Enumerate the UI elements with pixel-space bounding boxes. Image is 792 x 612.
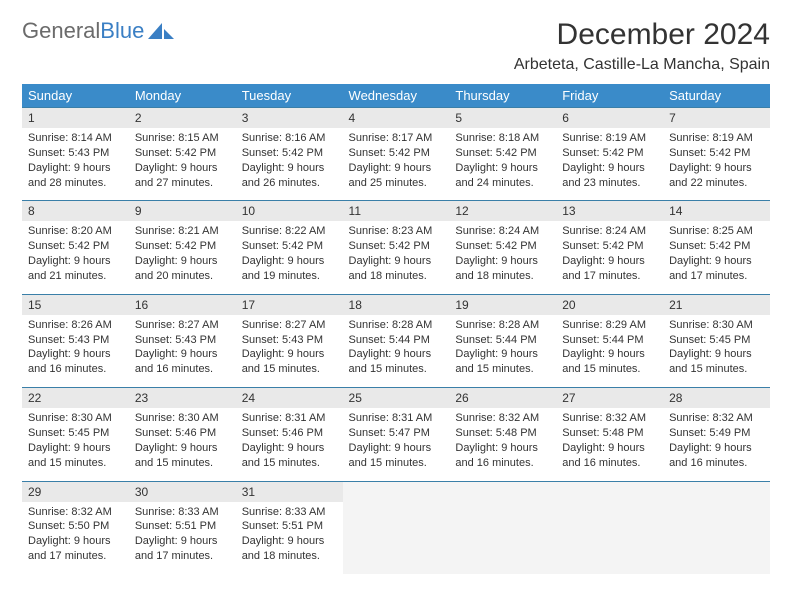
day-number-cell: 16 xyxy=(129,294,236,315)
dow-cell: Thursday xyxy=(449,84,556,108)
day-number-cell xyxy=(343,481,450,502)
dow-cell: Monday xyxy=(129,84,236,108)
day-number-cell: 23 xyxy=(129,388,236,409)
title-block: December 2024 Arbeteta, Castille-La Manc… xyxy=(514,18,770,74)
day-detail-cell: Sunrise: 8:16 AMSunset: 5:42 PMDaylight:… xyxy=(236,128,343,201)
day-number-cell: 26 xyxy=(449,388,556,409)
daynum-row: 22232425262728 xyxy=(22,388,770,409)
brand-part2: Blue xyxy=(100,18,144,44)
header: GeneralBlue December 2024 Arbeteta, Cast… xyxy=(22,18,770,74)
day-number-cell: 10 xyxy=(236,201,343,222)
day-detail-cell: Sunrise: 8:15 AMSunset: 5:42 PMDaylight:… xyxy=(129,128,236,201)
day-number-cell: 12 xyxy=(449,201,556,222)
day-number-cell: 3 xyxy=(236,108,343,129)
daynum-row: 1234567 xyxy=(22,108,770,129)
detail-row: Sunrise: 8:26 AMSunset: 5:43 PMDaylight:… xyxy=(22,315,770,388)
day-detail-cell xyxy=(343,502,450,574)
day-number-cell: 5 xyxy=(449,108,556,129)
day-detail-cell: Sunrise: 8:25 AMSunset: 5:42 PMDaylight:… xyxy=(663,221,770,294)
day-number-cell: 14 xyxy=(663,201,770,222)
day-number-cell: 27 xyxy=(556,388,663,409)
dow-cell: Wednesday xyxy=(343,84,450,108)
day-detail-cell: Sunrise: 8:26 AMSunset: 5:43 PMDaylight:… xyxy=(22,315,129,388)
day-detail-cell: Sunrise: 8:22 AMSunset: 5:42 PMDaylight:… xyxy=(236,221,343,294)
day-detail-cell: Sunrise: 8:33 AMSunset: 5:51 PMDaylight:… xyxy=(236,502,343,574)
day-detail-cell: Sunrise: 8:23 AMSunset: 5:42 PMDaylight:… xyxy=(343,221,450,294)
day-number-cell: 4 xyxy=(343,108,450,129)
day-detail-cell: Sunrise: 8:27 AMSunset: 5:43 PMDaylight:… xyxy=(129,315,236,388)
day-number-cell: 6 xyxy=(556,108,663,129)
day-detail-cell: Sunrise: 8:28 AMSunset: 5:44 PMDaylight:… xyxy=(343,315,450,388)
day-detail-cell xyxy=(663,502,770,574)
day-number-cell: 17 xyxy=(236,294,343,315)
dow-row: SundayMondayTuesdayWednesdayThursdayFrid… xyxy=(22,84,770,108)
dow-cell: Sunday xyxy=(22,84,129,108)
daynum-row: 15161718192021 xyxy=(22,294,770,315)
day-detail-cell: Sunrise: 8:30 AMSunset: 5:45 PMDaylight:… xyxy=(22,408,129,481)
detail-row: Sunrise: 8:14 AMSunset: 5:43 PMDaylight:… xyxy=(22,128,770,201)
day-detail-cell: Sunrise: 8:21 AMSunset: 5:42 PMDaylight:… xyxy=(129,221,236,294)
brand-part1: General xyxy=(22,18,100,44)
day-detail-cell: Sunrise: 8:32 AMSunset: 5:48 PMDaylight:… xyxy=(449,408,556,481)
day-detail-cell xyxy=(556,502,663,574)
day-number-cell: 29 xyxy=(22,481,129,502)
day-detail-cell: Sunrise: 8:31 AMSunset: 5:47 PMDaylight:… xyxy=(343,408,450,481)
day-detail-cell: Sunrise: 8:27 AMSunset: 5:43 PMDaylight:… xyxy=(236,315,343,388)
day-detail-cell: Sunrise: 8:32 AMSunset: 5:48 PMDaylight:… xyxy=(556,408,663,481)
dow-cell: Tuesday xyxy=(236,84,343,108)
day-number-cell: 21 xyxy=(663,294,770,315)
day-detail-cell: Sunrise: 8:29 AMSunset: 5:44 PMDaylight:… xyxy=(556,315,663,388)
day-number-cell: 18 xyxy=(343,294,450,315)
day-detail-cell: Sunrise: 8:30 AMSunset: 5:46 PMDaylight:… xyxy=(129,408,236,481)
daynum-row: 293031 xyxy=(22,481,770,502)
dow-cell: Friday xyxy=(556,84,663,108)
day-detail-cell: Sunrise: 8:14 AMSunset: 5:43 PMDaylight:… xyxy=(22,128,129,201)
brand-logo: GeneralBlue xyxy=(22,18,174,44)
day-detail-cell: Sunrise: 8:20 AMSunset: 5:42 PMDaylight:… xyxy=(22,221,129,294)
day-number-cell: 25 xyxy=(343,388,450,409)
day-detail-cell xyxy=(449,502,556,574)
day-number-cell: 13 xyxy=(556,201,663,222)
day-number-cell: 28 xyxy=(663,388,770,409)
day-number-cell: 15 xyxy=(22,294,129,315)
day-number-cell xyxy=(449,481,556,502)
daynum-row: 891011121314 xyxy=(22,201,770,222)
day-detail-cell: Sunrise: 8:19 AMSunset: 5:42 PMDaylight:… xyxy=(556,128,663,201)
calendar-table: SundayMondayTuesdayWednesdayThursdayFrid… xyxy=(22,84,770,574)
day-number-cell: 1 xyxy=(22,108,129,129)
day-number-cell: 9 xyxy=(129,201,236,222)
day-number-cell: 7 xyxy=(663,108,770,129)
day-detail-cell: Sunrise: 8:24 AMSunset: 5:42 PMDaylight:… xyxy=(449,221,556,294)
day-detail-cell: Sunrise: 8:31 AMSunset: 5:46 PMDaylight:… xyxy=(236,408,343,481)
month-title: December 2024 xyxy=(514,18,770,52)
day-number-cell: 2 xyxy=(129,108,236,129)
day-detail-cell: Sunrise: 8:32 AMSunset: 5:50 PMDaylight:… xyxy=(22,502,129,574)
day-detail-cell: Sunrise: 8:30 AMSunset: 5:45 PMDaylight:… xyxy=(663,315,770,388)
day-number-cell: 31 xyxy=(236,481,343,502)
day-detail-cell: Sunrise: 8:24 AMSunset: 5:42 PMDaylight:… xyxy=(556,221,663,294)
day-number-cell: 24 xyxy=(236,388,343,409)
detail-row: Sunrise: 8:20 AMSunset: 5:42 PMDaylight:… xyxy=(22,221,770,294)
location: Arbeteta, Castille-La Mancha, Spain xyxy=(514,56,770,74)
day-detail-cell: Sunrise: 8:18 AMSunset: 5:42 PMDaylight:… xyxy=(449,128,556,201)
day-number-cell: 30 xyxy=(129,481,236,502)
day-number-cell: 8 xyxy=(22,201,129,222)
day-detail-cell: Sunrise: 8:17 AMSunset: 5:42 PMDaylight:… xyxy=(343,128,450,201)
day-number-cell: 20 xyxy=(556,294,663,315)
day-number-cell: 11 xyxy=(343,201,450,222)
day-detail-cell: Sunrise: 8:33 AMSunset: 5:51 PMDaylight:… xyxy=(129,502,236,574)
dow-cell: Saturday xyxy=(663,84,770,108)
day-number-cell xyxy=(663,481,770,502)
day-number-cell xyxy=(556,481,663,502)
day-detail-cell: Sunrise: 8:28 AMSunset: 5:44 PMDaylight:… xyxy=(449,315,556,388)
detail-row: Sunrise: 8:30 AMSunset: 5:45 PMDaylight:… xyxy=(22,408,770,481)
day-detail-cell: Sunrise: 8:19 AMSunset: 5:42 PMDaylight:… xyxy=(663,128,770,201)
logo-sail-icon xyxy=(148,21,174,41)
day-number-cell: 19 xyxy=(449,294,556,315)
detail-row: Sunrise: 8:32 AMSunset: 5:50 PMDaylight:… xyxy=(22,502,770,574)
day-detail-cell: Sunrise: 8:32 AMSunset: 5:49 PMDaylight:… xyxy=(663,408,770,481)
day-number-cell: 22 xyxy=(22,388,129,409)
